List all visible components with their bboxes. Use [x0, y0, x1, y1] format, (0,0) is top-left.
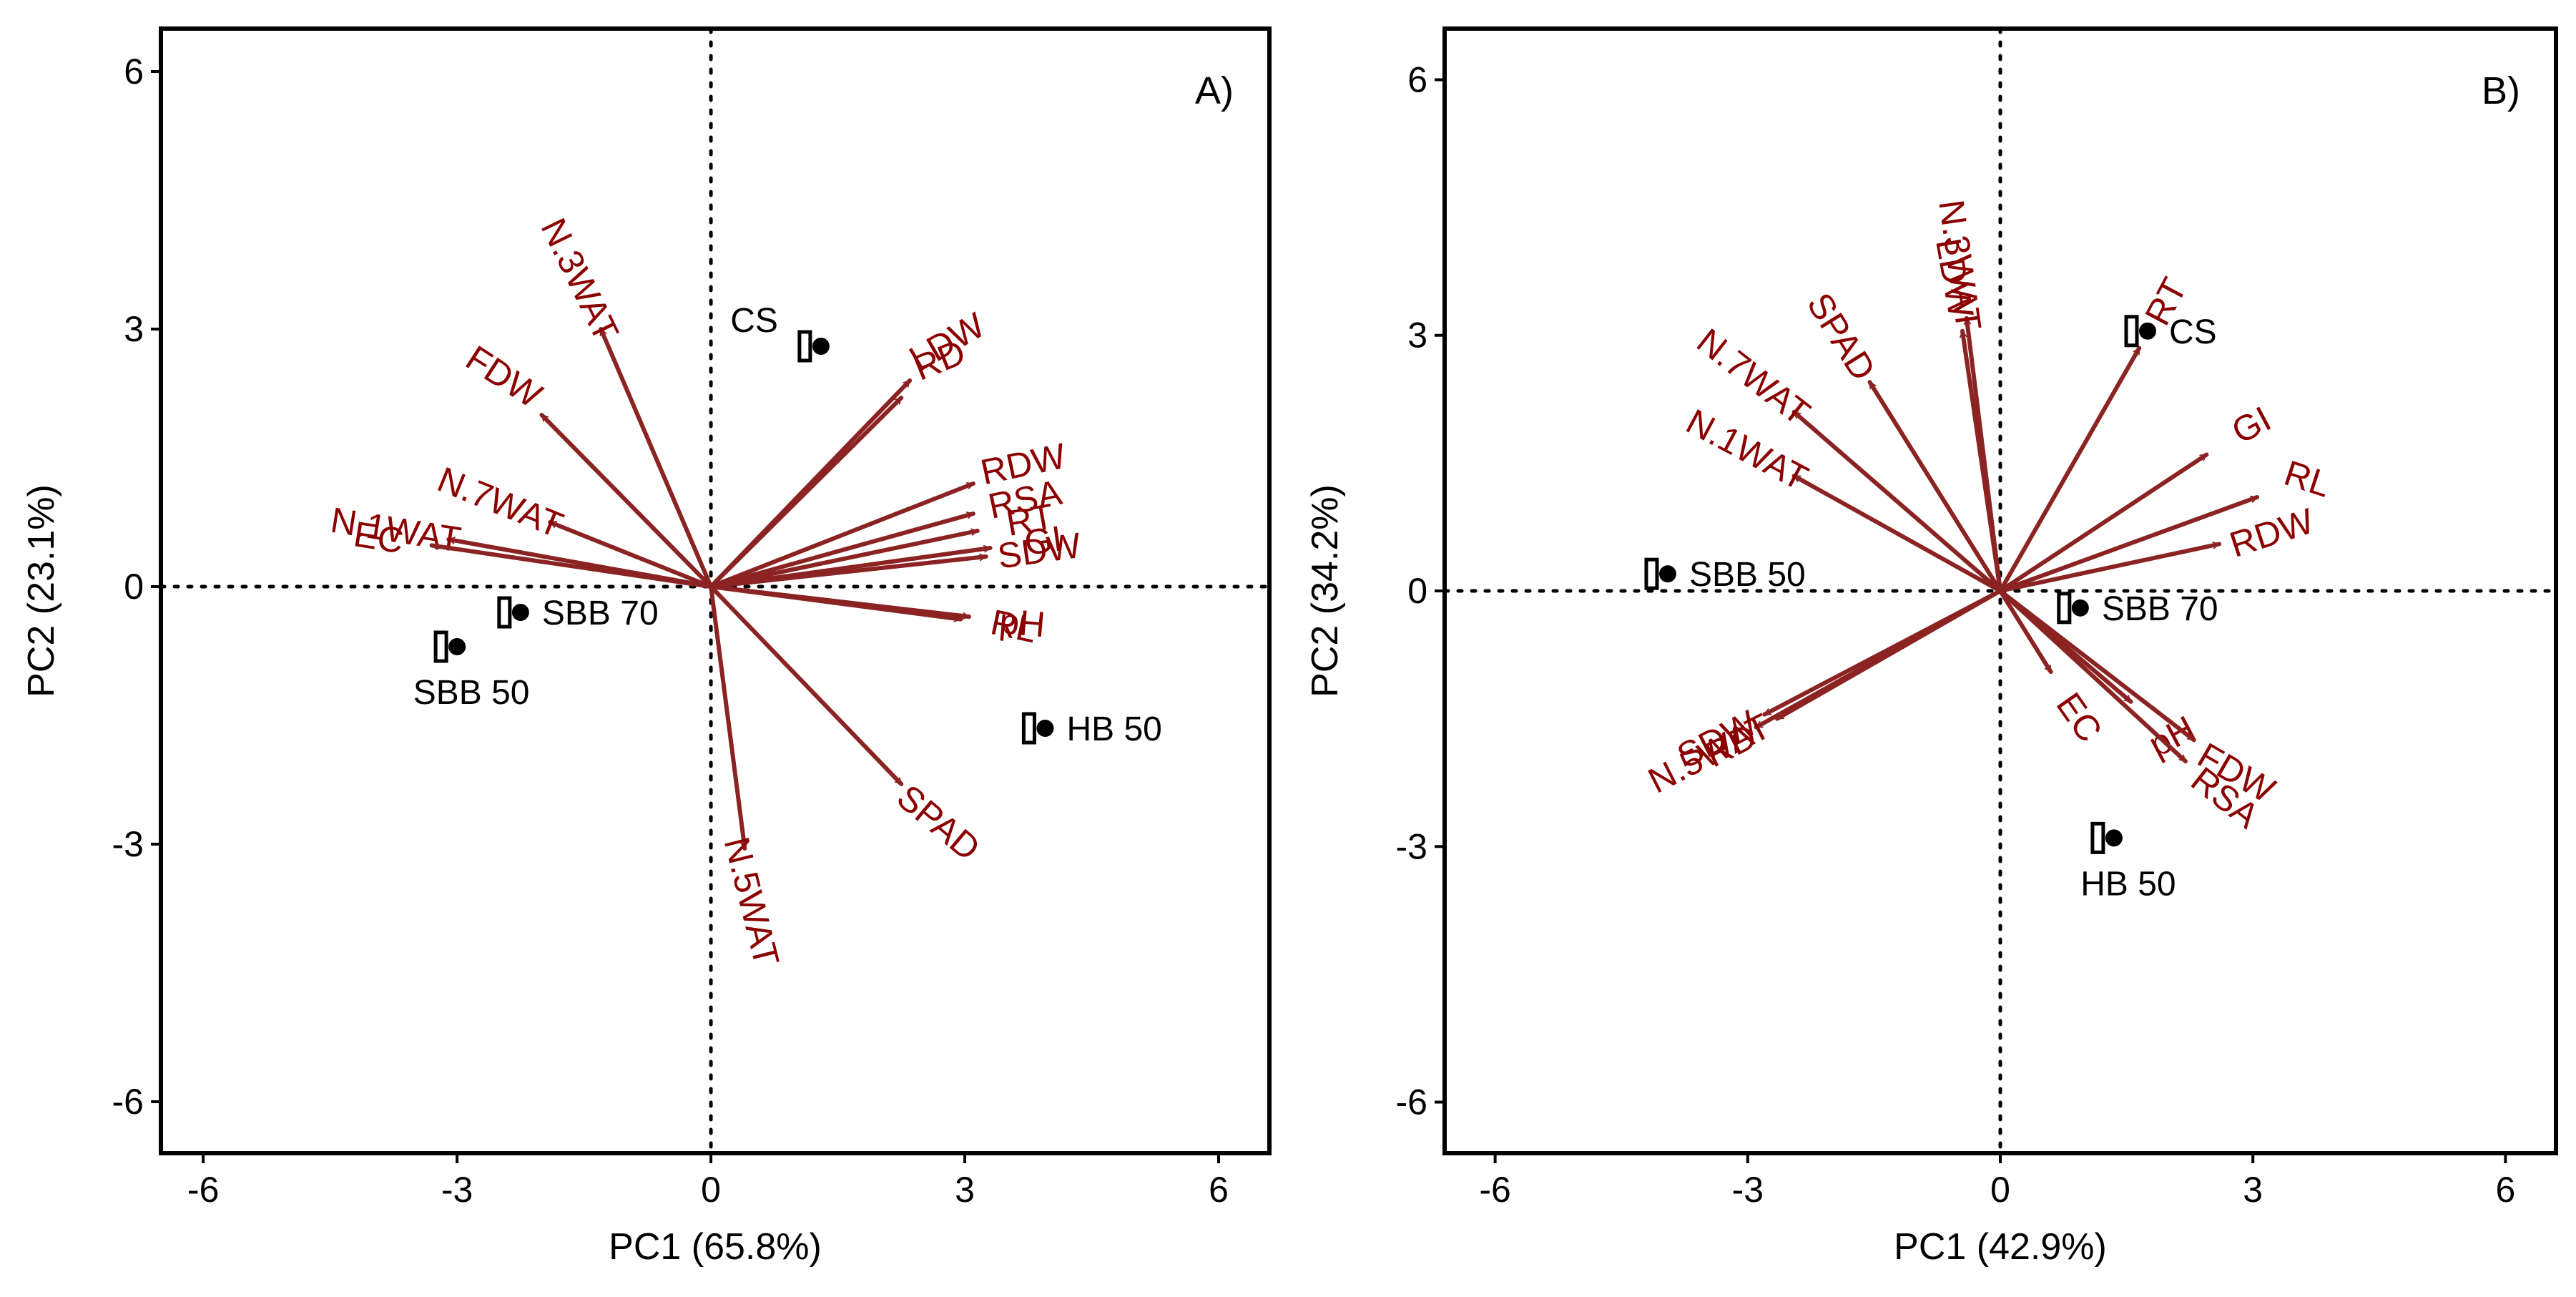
x-tick-label: 0	[701, 1170, 721, 1210]
x-axis-label: PC1 (42.9%)	[1894, 1226, 2107, 1268]
observation-label-sbb-70: SBB 70	[2102, 590, 2218, 628]
loading-arrow-n-5wat	[709, 584, 748, 851]
observation-label-sbb-50: SBB 50	[1689, 556, 1806, 594]
loading-label-rl: RL	[987, 602, 1040, 650]
loading-arrow-fdw	[1998, 589, 2196, 743]
y-tick-label: 3	[1407, 315, 1427, 356]
loading-arrow-rl	[1998, 495, 2260, 593]
loading-arrow-rdw	[1998, 542, 2222, 593]
observation-label-cs: CS	[730, 302, 778, 340]
observation-marker	[2057, 592, 2072, 625]
x-tick-label: 0	[1990, 1170, 2010, 1210]
loading-arrow-rt	[709, 528, 980, 589]
y-tick-label: -3	[112, 824, 144, 864]
x-tick-label: 6	[1209, 1170, 1229, 1210]
x-tick-label: -6	[1479, 1170, 1510, 1210]
y-axis-label: PC2 (34.2%)	[1304, 484, 1346, 698]
loading-label-spad: SPAD	[1799, 286, 1884, 388]
y-tick-label: 0	[1407, 571, 1427, 611]
plot-frame	[159, 26, 1272, 1155]
observation-marker	[497, 596, 512, 629]
loading-label-gi: GI	[2226, 398, 2278, 451]
loading-label-gi: GI	[1022, 518, 1065, 563]
loading-arrow-spad	[709, 584, 904, 786]
loading-arrow-rsa	[709, 512, 975, 589]
observation-point-sbb-50	[448, 638, 466, 655]
loading-label-ec: EC	[2048, 685, 2110, 749]
loading-label-n-3wat: N.3WAT	[533, 212, 626, 347]
observation-label-sbb-70: SBB 70	[542, 594, 659, 632]
loading-arrow-ec	[429, 542, 714, 589]
observation-marker	[2090, 821, 2105, 854]
loading-label-ec: EC	[351, 514, 406, 561]
loading-arrow-fdw	[539, 413, 714, 589]
x-tick-label: 6	[2495, 1170, 2515, 1210]
y-tick-label: -3	[1396, 826, 1427, 866]
loading-arrow-n-7wat	[1791, 409, 2002, 593]
x-tick-label: -3	[441, 1170, 473, 1210]
observation-point-hb-50	[1036, 720, 1054, 737]
loading-arrow-rl	[709, 584, 963, 622]
observation-point-sbb-70	[2071, 599, 2089, 617]
loading-label-ph: pH	[998, 601, 1047, 645]
loading-label-spad: SPAD	[890, 777, 988, 868]
y-axis-label: PC2 (23.1%)	[21, 484, 62, 698]
x-tick-label: -3	[1732, 1170, 1764, 1210]
observation-point-cs	[812, 338, 830, 355]
loading-label-rt: RT	[1003, 496, 1056, 544]
observation-label-sbb-50: SBB 50	[413, 674, 530, 712]
loading-arrow-rd	[1775, 589, 2002, 721]
loading-arrow-spad	[1867, 380, 2002, 593]
loading-arrow-rd	[709, 396, 904, 589]
biplot-panel-1: -6 -3 0 3 6 -6 -3 0 3 6 PC1 (65.8%) PC2 (23.1%) A) N.…	[21, 26, 1272, 1268]
y-tick-label: 3	[124, 309, 144, 349]
observation-marker	[2124, 315, 2139, 348]
loading-arrow-sdw	[709, 553, 988, 589]
y-tick-label: 6	[124, 52, 144, 92]
loading-arrow-n-3wat	[599, 327, 714, 589]
y-tick-label: -6	[1396, 1082, 1427, 1122]
y-tick-label: -6	[112, 1082, 144, 1122]
observation-label-cs: CS	[2169, 313, 2217, 351]
observation-point-sbb-70	[511, 604, 529, 621]
y-tick-label: 0	[124, 567, 144, 607]
x-tick-label: -6	[187, 1170, 219, 1210]
x-tick-label: 3	[2243, 1170, 2263, 1210]
loading-arrow-n-1wat	[1791, 474, 2002, 593]
observation-marker	[1644, 557, 1659, 590]
loading-arrow-rsa	[1998, 589, 2188, 764]
observation-marker	[433, 630, 448, 663]
observation-marker	[797, 330, 812, 363]
observation-marker	[1021, 712, 1036, 745]
loading-arrow-gi	[1998, 452, 2209, 593]
loading-label-rdw: RDW	[2225, 500, 2319, 564]
panel-label: B)	[2482, 69, 2520, 112]
loading-arrow-rt	[1998, 346, 2142, 593]
observation-point-hb-50	[2105, 829, 2123, 847]
observation-point-sbb-50	[1658, 565, 1676, 583]
observation-label-hb-50: HB 50	[1066, 710, 1161, 748]
loading-label-rl: RL	[2279, 453, 2335, 505]
loading-arrow-rdw	[709, 481, 975, 589]
panel-label: A)	[1195, 69, 1234, 112]
observation-point-cs	[2139, 322, 2157, 340]
loading-label-fdw: FDW	[459, 338, 550, 416]
loading-arrow-n-7wat	[548, 520, 714, 589]
loading-label-n-5wat: N.5WAT	[717, 833, 787, 970]
x-tick-label: 3	[955, 1170, 975, 1210]
loading-arrow-ec	[1998, 589, 2053, 675]
y-tick-label: 6	[1407, 59, 1427, 99]
loading-arrow-ldw	[1960, 328, 2002, 593]
x-axis-label: PC1 (65.8%)	[609, 1226, 822, 1268]
observation-label-hb-50: HB 50	[2080, 865, 2176, 903]
